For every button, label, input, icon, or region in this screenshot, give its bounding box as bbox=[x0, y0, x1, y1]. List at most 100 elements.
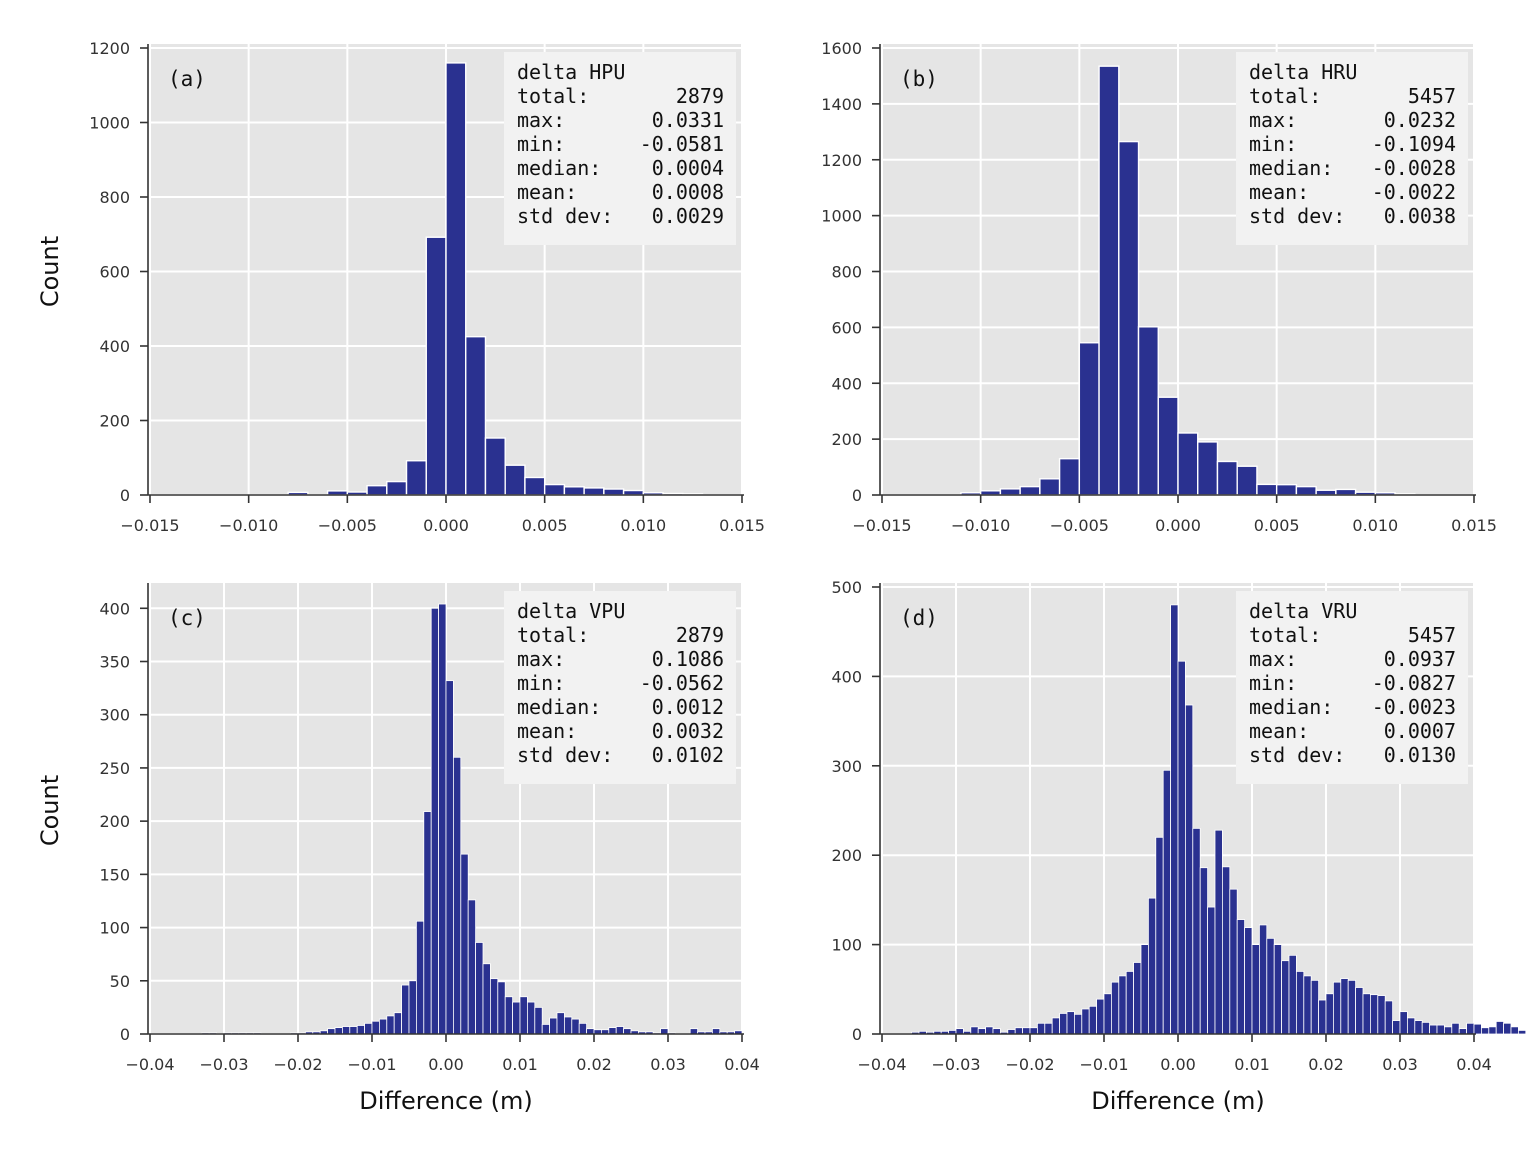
y-tick-label: 200 bbox=[831, 430, 862, 449]
bar bbox=[1177, 432, 1199, 496]
bar bbox=[1148, 897, 1157, 1035]
bar bbox=[1295, 485, 1317, 496]
stats-value: 0.0331 bbox=[652, 108, 724, 132]
bar bbox=[1256, 483, 1278, 496]
stats-value: 0.0232 bbox=[1384, 108, 1456, 132]
bar bbox=[543, 483, 566, 496]
bar bbox=[1019, 485, 1041, 496]
bar bbox=[1275, 483, 1298, 496]
stats-box bbox=[1236, 591, 1468, 784]
bar bbox=[603, 488, 625, 496]
bar bbox=[985, 1026, 994, 1035]
stats-value: 0.0029 bbox=[652, 204, 724, 228]
bar bbox=[1207, 906, 1216, 1035]
y-tick-label: 0 bbox=[852, 486, 862, 505]
y-tick-label: 400 bbox=[99, 599, 130, 618]
bar bbox=[1377, 995, 1386, 1035]
stats-label: mean: bbox=[517, 719, 577, 743]
stats-label: std dev: bbox=[1249, 743, 1345, 767]
stats-label: min: bbox=[1249, 671, 1297, 695]
bar bbox=[1236, 465, 1258, 496]
bar bbox=[408, 980, 417, 1035]
bar bbox=[364, 1022, 373, 1035]
bar bbox=[1125, 971, 1134, 1035]
x-tick-label: 0.015 bbox=[1451, 516, 1497, 535]
y-tick-label: 200 bbox=[99, 412, 130, 431]
bar bbox=[1399, 1011, 1408, 1035]
x-tick-label: −0.01 bbox=[347, 1055, 396, 1074]
bar bbox=[1318, 999, 1327, 1035]
panel-c: −0.04 −0.03 −0.02 −0.01 0.00 0.01 0.02 0.03 0.04… bbox=[36, 583, 760, 1115]
bar bbox=[1518, 1030, 1527, 1035]
y-tick-label: 0 bbox=[120, 486, 130, 505]
bar bbox=[386, 480, 408, 496]
bar bbox=[1137, 326, 1159, 496]
bar bbox=[1155, 836, 1164, 1035]
stats-value: 0.0004 bbox=[652, 156, 724, 180]
stats-label: std dev: bbox=[1249, 204, 1345, 228]
bar bbox=[1103, 993, 1112, 1035]
x-tick-label: 0.010 bbox=[620, 516, 666, 535]
bar bbox=[1458, 1028, 1467, 1035]
bar bbox=[1118, 140, 1140, 496]
bar bbox=[430, 607, 440, 1035]
bar bbox=[489, 978, 499, 1035]
stats-value: 0.0130 bbox=[1384, 743, 1456, 767]
bar bbox=[1335, 488, 1357, 496]
x-tick-label: 0.02 bbox=[1308, 1055, 1344, 1074]
bar bbox=[1333, 981, 1342, 1035]
bar bbox=[1436, 1024, 1445, 1035]
stats-label: min: bbox=[517, 671, 565, 695]
bar bbox=[608, 1027, 617, 1035]
bar bbox=[564, 1016, 573, 1035]
bar bbox=[1273, 944, 1282, 1035]
bar bbox=[1039, 478, 1061, 496]
y-tick-label: 400 bbox=[831, 374, 862, 393]
stats-value: 0.0032 bbox=[652, 719, 724, 743]
stats-value: -0.0581 bbox=[640, 132, 724, 156]
stats-label: delta VPU bbox=[517, 599, 625, 623]
stats-label: total: bbox=[1249, 84, 1321, 108]
y-tick-label: 800 bbox=[831, 263, 862, 282]
bar bbox=[1162, 769, 1171, 1035]
bar bbox=[1303, 975, 1312, 1035]
bar bbox=[512, 1001, 521, 1035]
bar bbox=[571, 1018, 580, 1035]
bar bbox=[445, 680, 454, 1035]
bar bbox=[484, 437, 506, 496]
stats-label: delta HPU bbox=[517, 60, 625, 84]
bar bbox=[1199, 867, 1208, 1035]
stats-label: mean: bbox=[517, 180, 577, 204]
x-tick-label: −0.005 bbox=[318, 516, 377, 535]
bar bbox=[341, 1026, 351, 1035]
stats-value: -0.0562 bbox=[640, 671, 724, 695]
x-tick-label: 0.02 bbox=[576, 1055, 612, 1074]
bar bbox=[438, 603, 447, 1035]
stats-value: 0.0937 bbox=[1384, 647, 1456, 671]
stats-value: -0.0022 bbox=[1372, 180, 1456, 204]
bar bbox=[334, 1027, 343, 1035]
y-tick-label: 1600 bbox=[821, 39, 862, 58]
x-tick-label: 0.00 bbox=[428, 1055, 464, 1074]
bar bbox=[349, 1026, 358, 1035]
bar bbox=[549, 1017, 558, 1035]
bar bbox=[425, 236, 447, 496]
x-tick-label: −0.04 bbox=[857, 1055, 906, 1074]
bar bbox=[1192, 827, 1201, 1035]
bar bbox=[1370, 994, 1379, 1035]
stats-value: 5457 bbox=[1408, 84, 1456, 108]
stats-value: 2879 bbox=[676, 84, 724, 108]
bar bbox=[452, 756, 462, 1035]
x-axis-title: Difference (m) bbox=[1091, 1087, 1264, 1115]
x-tick-label: −0.03 bbox=[931, 1055, 980, 1074]
y-tick-label: 50 bbox=[110, 972, 130, 991]
bar bbox=[1177, 660, 1186, 1035]
stats-value: 2879 bbox=[676, 623, 724, 647]
panel-label: (a) bbox=[168, 67, 206, 91]
x-tick-label: 0.000 bbox=[423, 516, 469, 535]
bar bbox=[1296, 971, 1305, 1035]
bar bbox=[1259, 924, 1268, 1035]
bar bbox=[1066, 1011, 1075, 1035]
bar bbox=[1081, 1008, 1090, 1035]
bar bbox=[371, 1020, 380, 1035]
